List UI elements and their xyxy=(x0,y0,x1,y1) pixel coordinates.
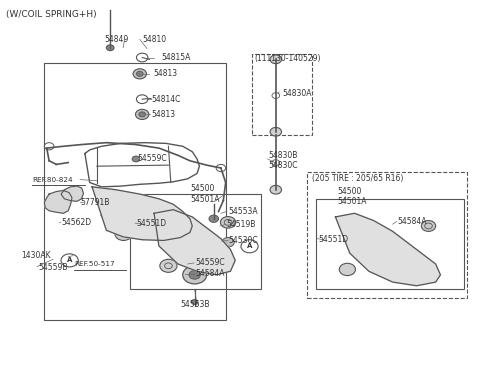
Circle shape xyxy=(339,263,356,276)
Circle shape xyxy=(355,232,373,246)
Bar xyxy=(316,199,464,289)
Circle shape xyxy=(168,228,188,242)
Circle shape xyxy=(270,127,281,136)
Text: A: A xyxy=(247,243,252,249)
Text: 54519B: 54519B xyxy=(227,220,256,229)
Text: 54500
54501A: 54500 54501A xyxy=(338,187,367,206)
Circle shape xyxy=(209,215,218,222)
Polygon shape xyxy=(336,213,441,286)
Circle shape xyxy=(222,238,234,247)
Circle shape xyxy=(136,71,143,76)
Circle shape xyxy=(132,156,140,162)
Circle shape xyxy=(385,251,400,262)
Text: 54562D: 54562D xyxy=(61,218,91,227)
Text: (W/COIL SPRING+H): (W/COIL SPRING+H) xyxy=(6,9,97,19)
Text: 1430AK: 1430AK xyxy=(22,251,51,260)
Text: 54849: 54849 xyxy=(104,35,128,44)
Circle shape xyxy=(173,226,188,237)
Text: 54584A: 54584A xyxy=(195,269,225,278)
Text: 54814C: 54814C xyxy=(152,95,181,104)
Text: REF.80-824: REF.80-824 xyxy=(33,177,73,182)
Polygon shape xyxy=(44,191,72,213)
Text: 54559C: 54559C xyxy=(137,154,167,164)
Circle shape xyxy=(270,185,281,194)
Bar xyxy=(307,172,467,299)
Circle shape xyxy=(135,110,149,119)
Text: 54584A: 54584A xyxy=(397,217,427,226)
Circle shape xyxy=(220,216,236,228)
Text: 54559B: 54559B xyxy=(38,263,68,272)
Text: A: A xyxy=(67,257,72,264)
Text: 54553A: 54553A xyxy=(228,207,258,216)
Text: 54815A: 54815A xyxy=(161,53,191,62)
Text: 57791B: 57791B xyxy=(80,198,109,207)
Text: 54551D: 54551D xyxy=(319,235,349,244)
Circle shape xyxy=(189,270,200,279)
Text: (111130-140529): (111130-140529) xyxy=(254,54,321,63)
Bar xyxy=(130,194,262,289)
Polygon shape xyxy=(61,186,84,201)
Text: 54813: 54813 xyxy=(152,110,176,119)
Circle shape xyxy=(270,55,281,64)
Circle shape xyxy=(101,205,121,221)
Text: 54830B
54830C: 54830B 54830C xyxy=(269,151,298,170)
Circle shape xyxy=(192,260,200,266)
Circle shape xyxy=(139,112,145,117)
Circle shape xyxy=(194,244,209,255)
Text: 54559C: 54559C xyxy=(195,258,225,268)
Circle shape xyxy=(160,259,177,272)
Circle shape xyxy=(115,227,132,241)
Circle shape xyxy=(421,220,436,231)
Circle shape xyxy=(192,300,198,304)
Text: 54813: 54813 xyxy=(153,69,177,78)
Text: 54530C: 54530C xyxy=(228,236,258,245)
Text: REF.50-517: REF.50-517 xyxy=(74,261,115,267)
Text: 54830A: 54830A xyxy=(282,89,312,98)
Circle shape xyxy=(183,266,206,284)
Circle shape xyxy=(107,45,114,51)
Circle shape xyxy=(140,211,159,226)
Polygon shape xyxy=(92,187,192,241)
Text: 54551D: 54551D xyxy=(136,219,166,227)
Circle shape xyxy=(52,197,63,206)
Text: 54500
54501A: 54500 54501A xyxy=(190,184,219,204)
Bar xyxy=(252,54,312,135)
Text: 54810: 54810 xyxy=(142,35,166,44)
Text: (205 TIRE : 205/65 R16): (205 TIRE : 205/65 R16) xyxy=(312,174,403,183)
Polygon shape xyxy=(154,210,235,275)
Bar xyxy=(44,63,226,320)
Circle shape xyxy=(133,69,146,79)
Text: 54563B: 54563B xyxy=(180,300,209,310)
